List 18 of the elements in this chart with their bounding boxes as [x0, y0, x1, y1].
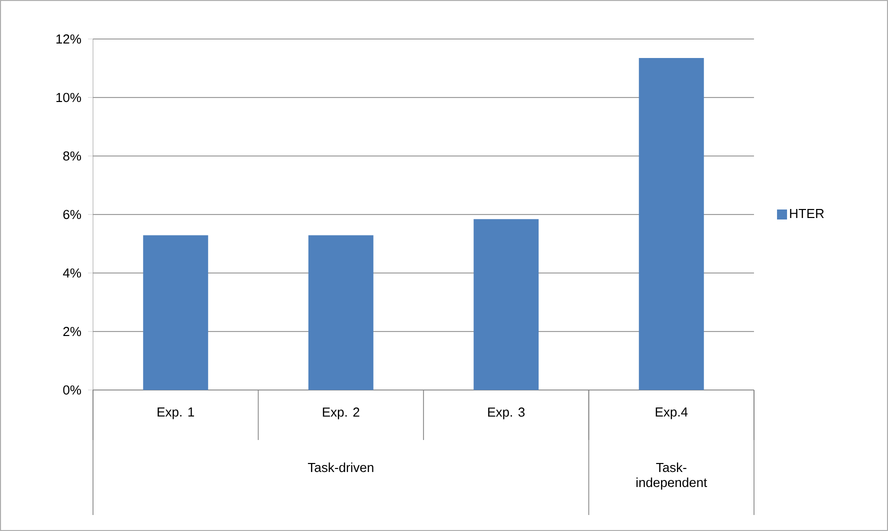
bar	[308, 235, 374, 390]
y-tick-label: 2%	[63, 326, 82, 336]
x-tick-label: Exp. 1	[158, 408, 194, 420]
y-tick-label: 10%	[56, 92, 82, 102]
y-tick-label: 12%	[56, 34, 82, 44]
text: Task-driven	[308, 462, 374, 472]
y-tick-label: 8%	[63, 151, 82, 161]
y-tick-label: 4%	[62, 268, 82, 278]
bar	[638, 58, 704, 390]
text: Task-independent	[636, 462, 708, 490]
bar	[474, 219, 539, 390]
x-tick-label: Exp.4	[656, 408, 688, 420]
bar	[143, 235, 208, 390]
y-tick-label: 0%	[63, 385, 82, 395]
y-tick-label: 6%	[63, 210, 82, 220]
x-tick-label: Exp. 3	[488, 408, 525, 420]
legend-label: HTER	[790, 209, 824, 218]
x-tick-label: Exp. 2	[322, 408, 360, 420]
